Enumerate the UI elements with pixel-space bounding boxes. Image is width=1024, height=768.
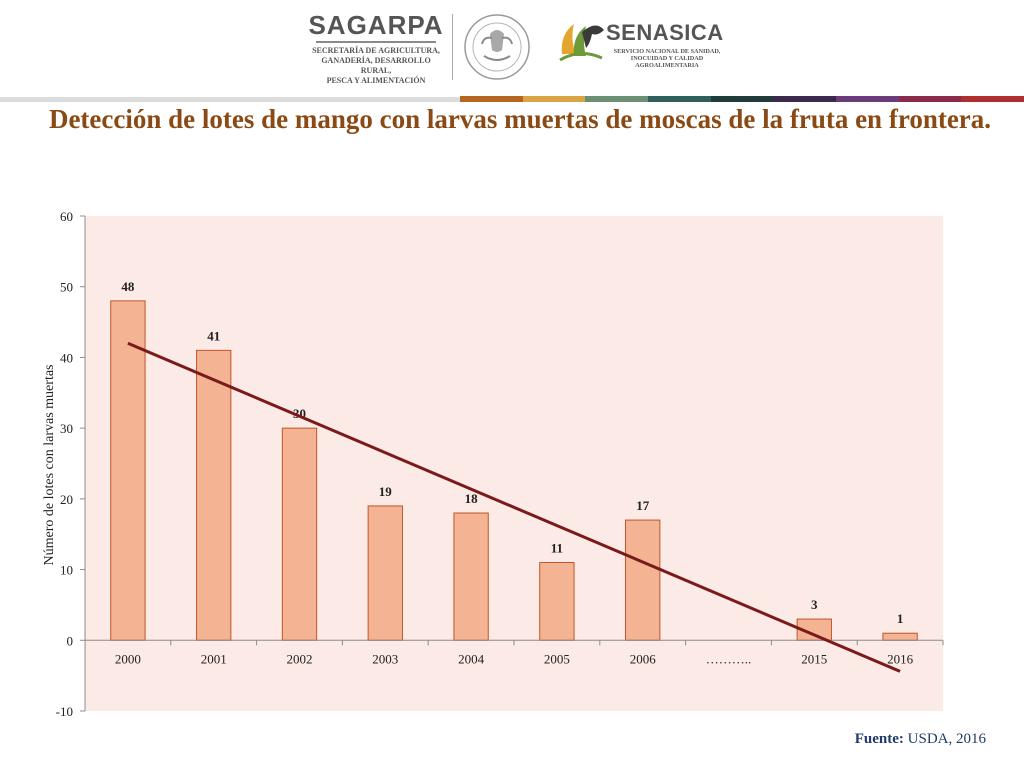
- logo-divider: [452, 14, 453, 80]
- y-tick-label: 60: [60, 209, 73, 224]
- header-band-grey: [0, 97, 460, 102]
- x-tick-label: ………..: [706, 651, 752, 666]
- header-band-segment: [460, 96, 524, 102]
- senasica-logo: SENASICA SERVICIO NACIONAL DE SANIDAD, I…: [556, 14, 726, 74]
- trendline-line: [127, 341, 901, 673]
- senasica-subtitle: SERVICIO NACIONAL DE SANIDAD, INOCUIDAD …: [613, 48, 721, 69]
- x-tick-label: 2000: [115, 651, 141, 666]
- x-tick-label: 2005: [544, 651, 570, 666]
- y-axis-title: Número de lotes con larvas muertas: [42, 365, 57, 566]
- header-band-segment: [898, 96, 962, 102]
- mexico-seal-icon: [464, 14, 530, 80]
- x-tick-label: 2015: [801, 651, 827, 666]
- header-band-segment: [710, 96, 774, 102]
- data-label: 48: [121, 279, 135, 294]
- x-tick-label: 2001: [201, 651, 227, 666]
- bar: [367, 505, 403, 641]
- header-band-segment: [648, 96, 712, 102]
- bar: [110, 300, 146, 641]
- bar: [196, 349, 232, 641]
- bars: [110, 300, 918, 641]
- x-tick-label: 2006: [630, 651, 657, 666]
- sagarpa-name: SAGARPA: [308, 10, 444, 40]
- source-label: Fuente:: [854, 731, 904, 747]
- header-band-segment: [961, 96, 1024, 102]
- senasica-name: SENASICA: [606, 20, 724, 45]
- x-tick-label: 2003: [372, 651, 398, 666]
- y-tick-label: 40: [60, 350, 73, 365]
- data-label: 11: [551, 541, 563, 556]
- y-tick-label: 0: [67, 633, 74, 648]
- header: SAGARPA SECRETARÍA DE AGRICULTURA, GANAD…: [0, 0, 1024, 96]
- y-tick-label: 20: [60, 492, 73, 507]
- data-label: 3: [811, 597, 818, 612]
- data-label: 19: [379, 484, 393, 499]
- sagarpa-subtitle: SECRETARÍA DE AGRICULTURA, GANADERÍA, DE…: [312, 46, 440, 85]
- y-tick-label: 10: [60, 563, 73, 578]
- bar: [453, 512, 489, 641]
- bar: [539, 562, 575, 641]
- data-label: 17: [636, 498, 650, 513]
- header-band-segment: [773, 96, 837, 102]
- bar: [281, 427, 318, 641]
- source-note: Fuente: USDA, 2016: [855, 731, 986, 748]
- bar: [625, 519, 661, 641]
- page-title: Detección de lotes de mango con larvas m…: [48, 104, 992, 134]
- header-band-segment: [522, 96, 586, 102]
- x-tick-label: 2002: [287, 651, 313, 666]
- y-axis: -10 0 10 20 30 40 50 60: [56, 209, 86, 719]
- y-tick-label: -10: [56, 704, 73, 719]
- header-band-segment: [585, 96, 649, 102]
- x-tick-label: 2016: [887, 651, 914, 666]
- y-tick-label: 30: [60, 421, 73, 436]
- sagarpa-logo: SAGARPA SECRETARÍA DE AGRICULTURA, GANAD…: [306, 10, 446, 86]
- source-value: USDA, 2016: [907, 731, 986, 747]
- data-label: 41: [207, 328, 220, 343]
- sagarpa-rule: [316, 41, 436, 43]
- x-tick-label: 2004: [458, 651, 485, 666]
- trendline: [127, 341, 901, 673]
- data-label: 18: [465, 491, 479, 506]
- x-axis: 2000 2001 2002 2003 2004 2005 2006 ……….. 2015 201…: [84, 639, 944, 666]
- senasica-emblem-icon: [559, 24, 604, 62]
- bar: [882, 632, 918, 641]
- header-band-segment: [836, 96, 900, 102]
- y-tick-label: 50: [60, 280, 73, 295]
- data-label: 1: [897, 611, 904, 626]
